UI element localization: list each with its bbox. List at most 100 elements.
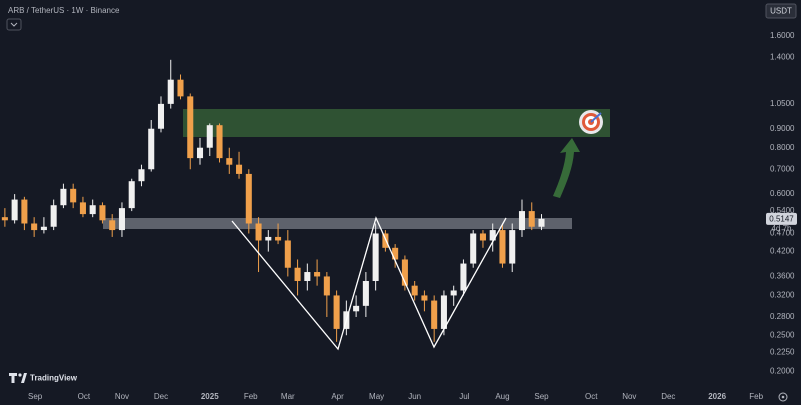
candle-body — [196, 147, 204, 159]
collapse-button[interactable] — [6, 18, 22, 31]
y-tick-label: 0.7000 — [770, 164, 795, 173]
last-price-box — [766, 212, 797, 225]
y-tick-label: 0.6000 — [770, 189, 795, 198]
candle-body — [70, 188, 77, 203]
candle-body — [421, 295, 428, 301]
target-zone — [183, 109, 610, 137]
brand: TradingView — [30, 374, 78, 383]
x-tick-label: Feb — [749, 392, 763, 401]
x-tick-label: Nov — [115, 392, 129, 401]
candle-body — [157, 103, 165, 129]
y-tick-label: 0.8000 — [770, 143, 795, 152]
chevron — [10, 22, 18, 27]
x-tick-label: Mar — [281, 392, 295, 401]
candle-body — [538, 218, 545, 227]
pattern-line — [231, 216, 507, 351]
candle-body — [450, 290, 457, 296]
candle-body — [528, 211, 535, 227]
candle-body — [128, 181, 135, 209]
x-tick-label: Nov — [622, 392, 636, 401]
chart-title: ARB / TetherUS · 1W · Binance — [8, 6, 120, 15]
y-tick-label: 0.4200 — [770, 247, 795, 256]
candle-body — [353, 305, 360, 312]
currency: USDT — [770, 7, 792, 16]
x-tick-label: May — [369, 392, 384, 401]
brand-logo — [9, 373, 27, 383]
candle-body — [236, 164, 243, 174]
x-tick-label: Jul — [459, 392, 469, 401]
x-tick-label: Sep — [28, 392, 43, 401]
candle-body — [440, 295, 447, 329]
x-tick-label: Dec — [661, 392, 675, 401]
candle-body — [21, 199, 28, 224]
target-icon — [579, 110, 603, 134]
y-tick-label: 0.2800 — [770, 312, 795, 321]
candle-body — [226, 158, 233, 165]
x-tick-label: Jun — [408, 392, 421, 401]
candle-body — [255, 223, 262, 241]
x-tick-label: 2026 — [708, 392, 726, 401]
candle-body — [60, 188, 67, 206]
y-tick-label: 0.2500 — [770, 330, 795, 339]
y-tick-label: 0.2000 — [770, 366, 795, 375]
x-tick-label: Aug — [495, 392, 509, 401]
candle-body — [518, 211, 526, 231]
x-tick-label: Oct — [78, 392, 91, 401]
y-tick-label: 1.6000 — [770, 31, 795, 40]
candle-body — [509, 230, 516, 264]
candle-body — [479, 233, 486, 241]
candle-body — [148, 128, 155, 170]
settings-icon[interactable] — [778, 392, 788, 402]
candle-body — [11, 199, 18, 221]
countdown: 4d 7h — [771, 224, 791, 233]
candle-body — [372, 233, 379, 281]
candle-body — [401, 259, 408, 286]
candle-body — [187, 96, 194, 159]
candle-body — [245, 173, 252, 224]
candle-body — [138, 169, 145, 182]
x-tick-label: Sep — [534, 392, 549, 401]
x-tick-label: Apr — [331, 392, 344, 401]
candle-body — [460, 263, 467, 291]
candle-body — [431, 300, 438, 329]
x-tick-label: 2025 — [201, 392, 219, 401]
candle-body — [1, 217, 8, 221]
support-zone — [103, 218, 572, 229]
arrow — [553, 138, 580, 198]
candle-body — [31, 223, 38, 231]
y-tick-label: 0.2250 — [770, 347, 795, 356]
candle-body — [99, 205, 106, 221]
y-tick-label: 0.4700 — [770, 229, 795, 238]
candle-body — [314, 272, 321, 277]
candle-body — [109, 220, 116, 231]
candle-body — [265, 236, 272, 241]
y-tick-label: 1.0500 — [770, 99, 795, 108]
candle-body — [284, 240, 291, 268]
x-tick-label: Feb — [244, 392, 258, 401]
candle-body — [470, 233, 477, 264]
candle-body — [40, 226, 47, 231]
candles — [1, 59, 545, 342]
y-tick-label: 0.9000 — [770, 124, 795, 133]
last-price: 0.5147 — [769, 214, 794, 223]
candle-body — [392, 247, 399, 260]
candle-body — [167, 79, 174, 104]
candle-body — [89, 205, 96, 215]
currency-button[interactable] — [765, 3, 797, 19]
x-tick-label: Oct — [585, 392, 598, 401]
candle-body — [499, 230, 506, 264]
candle-body — [79, 202, 86, 215]
y-tick-label: 1.4000 — [770, 53, 795, 62]
candle-body — [294, 267, 301, 281]
y-tick-label: 0.3200 — [770, 291, 795, 300]
y-tick-label: 0.3600 — [770, 272, 795, 281]
candle-body — [50, 205, 57, 227]
candle-body — [382, 233, 389, 248]
candle-body — [489, 230, 496, 241]
candle-body — [333, 295, 340, 329]
candle-body — [177, 79, 184, 97]
candle-body — [206, 125, 213, 148]
candle-body — [216, 125, 223, 159]
